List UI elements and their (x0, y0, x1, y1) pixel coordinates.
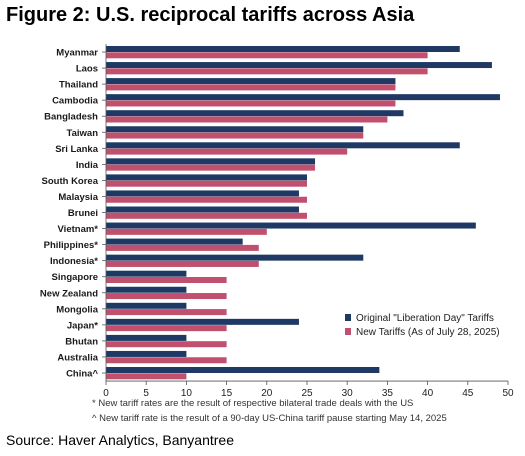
bar-original-tariff (106, 126, 364, 133)
x-tick-label: 25 (301, 388, 313, 399)
category-label: Malaysia (58, 192, 98, 203)
x-tick-label: 0 (103, 388, 109, 399)
bar-new-tariff (106, 68, 428, 75)
bar-original-tariff (106, 94, 500, 101)
bar-original-tariff (106, 254, 364, 261)
bar-original-tariff (106, 190, 299, 197)
bar-new-tariff (106, 244, 259, 251)
x-tick-label: 40 (422, 388, 434, 399)
footnote-bilateral: * New tariff rates are the result of res… (92, 398, 414, 409)
bar-new-tariff (106, 116, 388, 123)
category-label: Brunei (68, 208, 98, 219)
x-tick-label: 5 (143, 388, 149, 399)
category-label: Japan* (67, 320, 98, 331)
x-tick-label: 15 (221, 388, 233, 399)
bar-original-tariff (106, 367, 380, 373)
figure-title: Figure 2: U.S. reciprocal tariffs across… (6, 4, 415, 26)
bar-original-tariff (106, 350, 187, 357)
category-label: New Zealand (40, 288, 98, 299)
bar-new-tariff (106, 196, 307, 203)
bar-new-tariff (106, 309, 227, 316)
x-tick-label: 35 (382, 388, 394, 399)
bar-original-tariff (106, 318, 299, 325)
category-label: Sri Lanka (55, 144, 98, 155)
x-tick-label: 10 (181, 388, 193, 399)
bar-new-tariff (106, 277, 227, 283)
bar-original-tariff (106, 142, 460, 149)
legend-swatch (345, 328, 351, 335)
bar-new-tariff (106, 293, 227, 300)
x-axis: 0 5 10 15 20 25 30 35 40 45 50 (103, 44, 514, 399)
category-label: Taiwan (67, 128, 99, 139)
bar-new-tariff (106, 84, 396, 91)
x-tick-label: 50 (502, 388, 514, 399)
bar-original-tariff (106, 206, 299, 213)
category-label: Singapore (52, 272, 98, 283)
bar-original-tariff (106, 334, 187, 341)
category-label: Indonesia* (50, 256, 98, 267)
category-label: China^ (66, 369, 98, 380)
bar-new-tariff (106, 52, 428, 59)
bar-new-tariff (106, 325, 227, 332)
source-note: Source: Haver Analytics, Banyantree (6, 432, 235, 448)
bar-original-tariff (106, 78, 396, 85)
bar-new-tariff (106, 180, 307, 187)
category-label: Mongolia (56, 304, 98, 315)
legend: Original "Liberation Day" Tariffs New Tar… (345, 313, 500, 338)
bar-new-tariff (106, 100, 396, 107)
bar-new-tariff (106, 341, 227, 348)
x-tick-label: 30 (342, 388, 354, 399)
bar-new-tariff (106, 212, 307, 219)
bar-new-tariff (106, 260, 259, 267)
legend-label: Original "Liberation Day" Tariffs (356, 313, 494, 324)
legend-label: New Tariffs (As of July 28, 2025) (356, 327, 500, 338)
category-label: Cambodia (52, 96, 99, 107)
bar-original-tariff (106, 158, 316, 165)
category-label: Vietnam* (58, 224, 99, 235)
category-label: Thailand (59, 80, 98, 91)
category-label: Bhutan (65, 336, 98, 347)
category-label: Bangladesh (44, 112, 98, 123)
category-label: South Korea (42, 176, 99, 187)
x-tick-label: 45 (462, 388, 474, 399)
category-label: Myanmar (56, 48, 98, 59)
category-label: Laos (76, 64, 98, 75)
bar-new-tariff (106, 164, 316, 171)
bar-original-tariff (106, 174, 307, 181)
x-tick-label: 20 (261, 388, 273, 399)
bar-original-tariff (106, 270, 187, 277)
bar-new-tariff (106, 132, 364, 139)
bar-original-tariff (106, 286, 187, 293)
bars (106, 46, 500, 380)
category-label: Philippines* (44, 240, 99, 251)
bar-original-tariff (106, 238, 243, 245)
category-labels: Myanmar Laos Thailand Cambodia Bangladesh Tai… (40, 48, 106, 380)
legend-swatch (345, 314, 351, 321)
bar-new-tariff (106, 373, 187, 380)
bar-new-tariff (106, 148, 348, 155)
bar-new-tariff (106, 357, 227, 364)
bar-original-tariff (106, 302, 187, 309)
bar-original-tariff (106, 62, 492, 69)
category-label: India (76, 160, 99, 171)
category-label: Australia (57, 352, 98, 363)
bar-original-tariff (106, 46, 460, 52)
bar-original-tariff (106, 110, 404, 117)
footnote-china-pause: ^ New tariff rate is the result of a 90-… (92, 413, 447, 424)
bar-new-tariff (106, 228, 267, 235)
bar-original-tariff (106, 222, 476, 229)
